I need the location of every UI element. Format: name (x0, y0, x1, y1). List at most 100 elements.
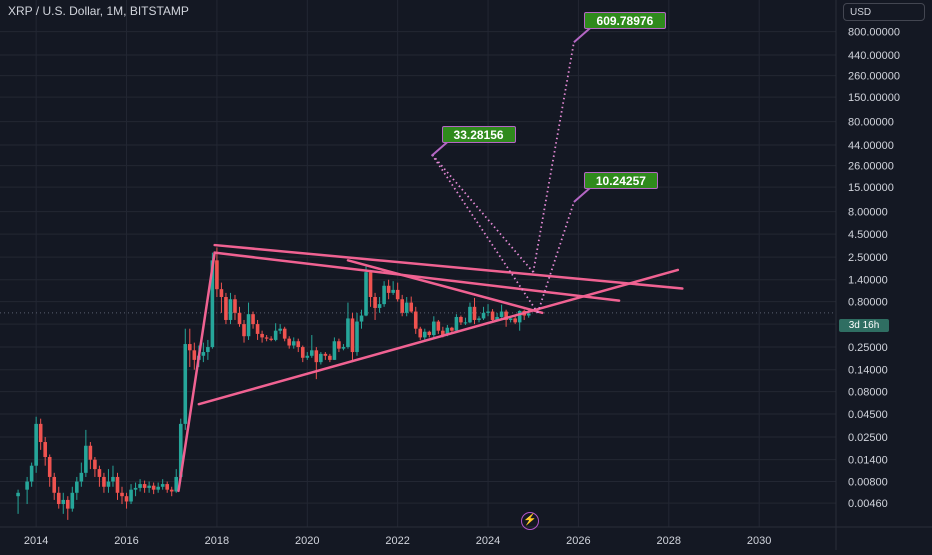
y-tick-label: 0.04500 (848, 409, 888, 421)
candle-body (296, 341, 301, 348)
trendlines (177, 243, 684, 493)
candle-body (355, 321, 359, 353)
candle-body (133, 487, 138, 490)
candle-body (29, 465, 34, 482)
trendline (346, 259, 544, 315)
candle-body (499, 311, 504, 317)
candle-body (16, 492, 20, 497)
candle-body (310, 350, 314, 356)
candle-body (102, 476, 106, 487)
candle-body (75, 481, 79, 493)
y-tick-label: 0.00460 (848, 498, 888, 510)
y-tick-label: 44.00000 (848, 140, 894, 152)
candle-body (300, 347, 305, 358)
candle-body (219, 289, 224, 298)
projections (430, 27, 591, 314)
callout-pointer (573, 27, 591, 44)
candle-body (142, 484, 147, 488)
candle-body (61, 499, 66, 505)
chart-title: XRP / U.S. Dollar, 1M, BITSTAMP (8, 4, 189, 18)
candle-body (526, 313, 531, 316)
price-callout: 10.24257 (583, 171, 658, 189)
candle-body (56, 492, 61, 505)
candle-body (346, 318, 350, 348)
candle-body (328, 355, 332, 360)
candle-body (278, 328, 282, 331)
candle-body (34, 423, 38, 466)
candle-body (70, 492, 75, 509)
candle-body (486, 311, 490, 313)
candle-body (432, 321, 436, 336)
candle-body (210, 260, 215, 348)
trendline (177, 251, 216, 493)
y-tick-label: 1.40000 (848, 275, 888, 287)
y-tick-label: 0.25000 (848, 342, 888, 354)
candle-body (129, 489, 133, 502)
candle-body (359, 315, 364, 322)
candle-body (120, 492, 124, 497)
candle-body (156, 486, 160, 490)
y-tick-label: 440.00000 (848, 50, 900, 62)
candle-body (260, 333, 264, 338)
candle-body (409, 302, 414, 312)
candle-body (178, 423, 183, 477)
candle-body (255, 324, 260, 334)
candle-body (427, 331, 432, 336)
candle-body (264, 337, 269, 339)
candle-body (472, 306, 477, 320)
x-tick-label: 2022 (385, 535, 409, 547)
candle-body (147, 485, 151, 488)
y-tick-label: 0.01400 (848, 455, 888, 467)
y-tick-label: 26.00000 (848, 161, 894, 173)
candle-body (233, 299, 237, 313)
y-tick-label: 0.80000 (848, 297, 888, 309)
candle-body (477, 318, 481, 320)
candle-body (450, 327, 454, 331)
x-tick-label: 2016 (114, 535, 138, 547)
candle-body (459, 316, 463, 323)
candle-body (25, 481, 29, 490)
candle-body (174, 476, 179, 492)
projection-line (430, 153, 534, 273)
y-tick-label: 0.14000 (848, 365, 888, 377)
candle-body (337, 341, 341, 349)
candle-body (332, 341, 337, 360)
candle-body (413, 311, 418, 329)
y-tick-label: 0.00800 (848, 477, 888, 489)
candle-body (495, 316, 499, 320)
candle-body (314, 350, 319, 363)
y-tick-label: 15.00000 (848, 182, 894, 194)
currency-selector[interactable]: USD (843, 3, 925, 21)
candle-body (84, 445, 88, 473)
candle-body (224, 297, 228, 320)
price-callout: 33.28156 (441, 125, 516, 143)
candle-body (391, 289, 395, 293)
candle-body (138, 484, 142, 488)
candle-body (463, 322, 468, 324)
lightning-icon[interactable]: ⚡ (521, 512, 539, 530)
candle-body (445, 327, 450, 336)
projection-line (536, 201, 575, 314)
candle-body (38, 423, 43, 443)
candle-body (291, 341, 296, 346)
candle-body (441, 330, 445, 336)
grid-lines (0, 0, 836, 527)
trendline (213, 251, 621, 302)
candle-body (373, 297, 377, 308)
candle-body (192, 350, 197, 360)
candle-body (65, 499, 70, 509)
y-tick-label: 80.00000 (848, 117, 894, 129)
candle-body (183, 344, 188, 424)
candle-body (418, 328, 423, 338)
y-tick-label: 4.50000 (848, 229, 888, 241)
countdown-badge: 3d 16h (839, 319, 889, 332)
candle-body (364, 272, 368, 316)
candle-body (187, 344, 192, 351)
candles (16, 247, 531, 520)
candle-body (287, 338, 292, 346)
trendline (213, 243, 684, 290)
x-tick-label: 2026 (566, 535, 590, 547)
